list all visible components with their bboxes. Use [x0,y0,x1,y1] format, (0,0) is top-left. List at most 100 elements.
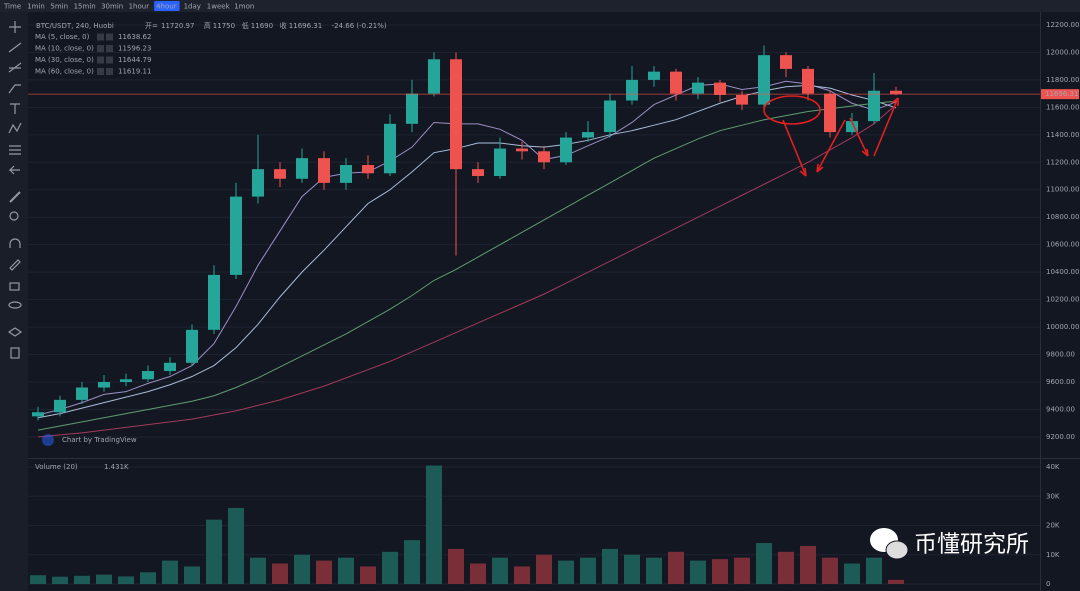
annotation-arrow [873,97,899,157]
y-tick-label: 11200.00 [1046,158,1079,166]
ohlc-value: 11696.31 [289,22,322,30]
volume-bar [580,557,596,585]
y-tick-label: 9200.00 [1046,433,1075,441]
interval-active [154,1,180,11]
volume-bar [558,560,574,585]
prediction-tool[interactable] [9,145,21,155]
crosshair-tool[interactable] [9,21,21,33]
plot: 9200.00 9400.00 9600.00 9800.00 10000.00 1020… [28,21,1079,588]
volume-bar [602,548,618,585]
annotation-circle [763,95,821,125]
candle-body [98,382,110,388]
tradingview-credit: Chart by TradingView [62,436,137,444]
candle-body [318,158,330,183]
interval-button[interactable]: 1hour [129,3,150,11]
legend-button [97,45,104,52]
ohlc-label: 收 [280,21,287,30]
candle-body [340,165,352,183]
candle-body [472,169,484,177]
interval-button[interactable]: 30min [101,3,123,11]
candle-body [516,148,528,152]
last-price-label: 11696.31 [1045,90,1078,98]
volume-legend-name: Volume (20) [35,463,78,471]
candle-body [626,79,638,101]
interval-button[interactable]: 1mon [234,3,254,11]
interval-button[interactable]: 1week [207,3,231,11]
y-tick-label: 9600.00 [1046,378,1075,386]
y-tick-label: 11600.00 [1046,103,1079,111]
candle-body [802,68,814,94]
ma-legend-value: 11644.79 [118,56,151,64]
interval-button[interactable]: 4hour [156,3,177,11]
volume-bar [470,563,486,585]
volume-bar [272,563,288,585]
ohlc-value: 11720.97 [161,22,194,30]
text-tool[interactable] [10,103,20,114]
volume-bar [30,575,46,585]
legend-button [97,33,104,41]
ohlc-label: 高 [204,21,211,30]
volume-bar [360,566,376,585]
candle-body [208,274,220,330]
drawing-tools[interactable] [7,21,23,359]
fib-tool[interactable] [8,62,22,73]
volume-bar [184,566,200,585]
ma-line [37,100,897,431]
candle-body [450,59,462,170]
ma-legend-value: 11638.62 [118,33,151,41]
volume-bar [338,557,354,585]
volume-bar [228,507,244,585]
measure-tool[interactable] [9,191,21,203]
watermark: 币懂研究所 [870,528,1029,560]
brush-tool[interactable] [8,84,21,94]
y-tick-label: 9400.00 [1046,405,1075,413]
volume-bar [316,560,332,585]
interval-button[interactable]: 15min [74,3,96,11]
candle-body [714,82,726,95]
candle-body [692,82,704,94]
candle-body [164,362,176,372]
candle-body [362,165,374,174]
layers-tool[interactable] [7,327,23,337]
pattern-tool[interactable] [8,122,22,134]
last-price-box [1041,89,1079,100]
candle-body [296,158,308,179]
y-tick-label: 11000.00 [1046,186,1079,194]
volume-bar [382,551,398,585]
interval-button[interactable]: 1day [184,3,201,11]
annotation-arrow [782,119,807,177]
interval-button[interactable]: 1min [27,3,45,11]
lock-tool[interactable] [9,282,20,291]
visibility-tool[interactable] [8,301,22,309]
candle-body [648,71,660,80]
back-tool[interactable] [8,165,20,175]
candle-body [384,123,396,174]
volume-bar [426,465,442,585]
volume-bar [646,557,662,585]
trendline-tool[interactable] [8,42,22,53]
legend-button [106,68,113,75]
magnet-tool[interactable] [9,238,21,248]
stay-drawing-tool[interactable] [9,259,21,271]
zoom-tool[interactable] [9,211,19,221]
tradingview-logo [42,434,54,446]
candle-body [824,93,836,133]
volume-bar [250,557,266,585]
wechat-icon [885,540,909,560]
volume-bar [844,563,860,585]
annotations [763,95,899,177]
volume-bar [712,559,728,585]
interval-button[interactable]: Time [3,3,21,11]
ma-legend-name: MA (30, close, 0) [35,56,94,64]
volume-bar [118,576,134,585]
candle-body [406,93,418,124]
legend-button [97,56,104,64]
delete-tool[interactable] [10,347,20,359]
symbol-title: BTC/USDT, 240, Huobi [36,22,114,30]
candle-body [604,100,616,133]
interval-button[interactable]: 5min [50,3,68,11]
candle-body [670,71,682,94]
candle-body [142,371,154,380]
candle-body [846,121,858,133]
volume-bar [778,551,794,585]
